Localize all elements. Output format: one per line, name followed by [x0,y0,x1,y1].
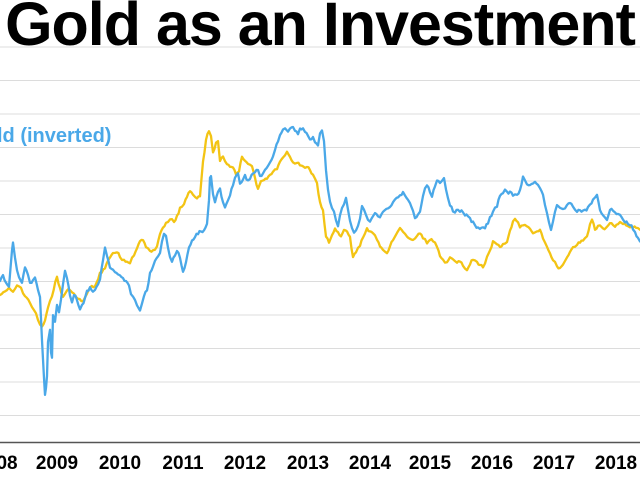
x-tick-label: 08 [0,453,18,474]
x-tick-label: 2017 [533,453,575,474]
x-tick-label: 2011 [162,453,204,474]
x-tick-label: 2015 [409,453,452,474]
x-tick-label: 2010 [99,453,141,474]
legend-label-inverted-series: ld (inverted) [0,125,112,147]
x-tick-label: 2014 [349,453,392,474]
gold-price-line [0,130,640,328]
x-tick-label: 2016 [471,453,513,474]
inverted-yield-line [0,125,640,396]
x-tick-label: 2013 [287,453,329,474]
chart-title: Gold as an Investment [5,0,636,58]
x-tick-label: 2018 [595,453,637,474]
x-tick-label: 2009 [36,453,78,474]
x-tick-label: 2012 [224,453,266,474]
